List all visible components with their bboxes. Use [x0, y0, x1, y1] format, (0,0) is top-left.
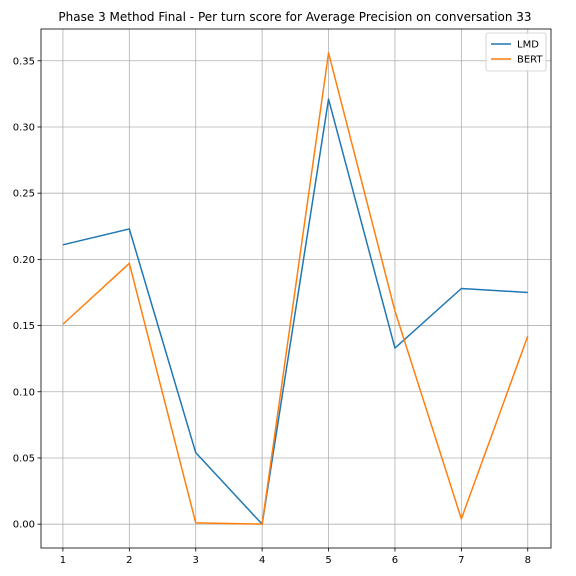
y-tick-label: 0.35 [13, 56, 35, 67]
x-tick-label: 3 [193, 555, 199, 566]
chart-title: Phase 3 Method Final - Per turn score fo… [58, 10, 531, 24]
axis-ticks: 1 2 3 4 5 6 7 8 0.00 0.05 0.10 0.15 0.20 0.25 0.30 0.35 [13, 56, 531, 566]
x-tick-label: 4 [259, 555, 265, 566]
y-tick-label: 0.10 [13, 387, 35, 398]
y-tick-label: 0.30 [13, 122, 35, 133]
series-lines [62, 52, 529, 525]
y-tick-label: 0.15 [13, 321, 35, 332]
x-tick-label: 6 [392, 555, 398, 566]
series-line-lmd [62, 98, 528, 525]
y-tick-label: 0.05 [13, 453, 35, 464]
y-tick-label: 0.20 [13, 255, 35, 266]
legend-label-lmd: LMD [517, 40, 539, 51]
legend-box [485, 32, 547, 72]
x-tick-label: 2 [126, 555, 132, 566]
x-tick-label: 1 [60, 555, 66, 566]
x-tick-label: 5 [325, 555, 331, 566]
x-tick-label: 8 [525, 555, 531, 566]
x-tick-label: 7 [458, 555, 464, 566]
y-tick-label: 0.25 [13, 189, 35, 200]
legend-label-bert: BERT [517, 55, 543, 66]
legend: LMD BERT [485, 32, 547, 72]
plot-frame [40, 28, 552, 549]
grid [41, 29, 551, 548]
series-line-bert [62, 52, 529, 525]
y-tick-label: 0.00 [13, 520, 35, 531]
